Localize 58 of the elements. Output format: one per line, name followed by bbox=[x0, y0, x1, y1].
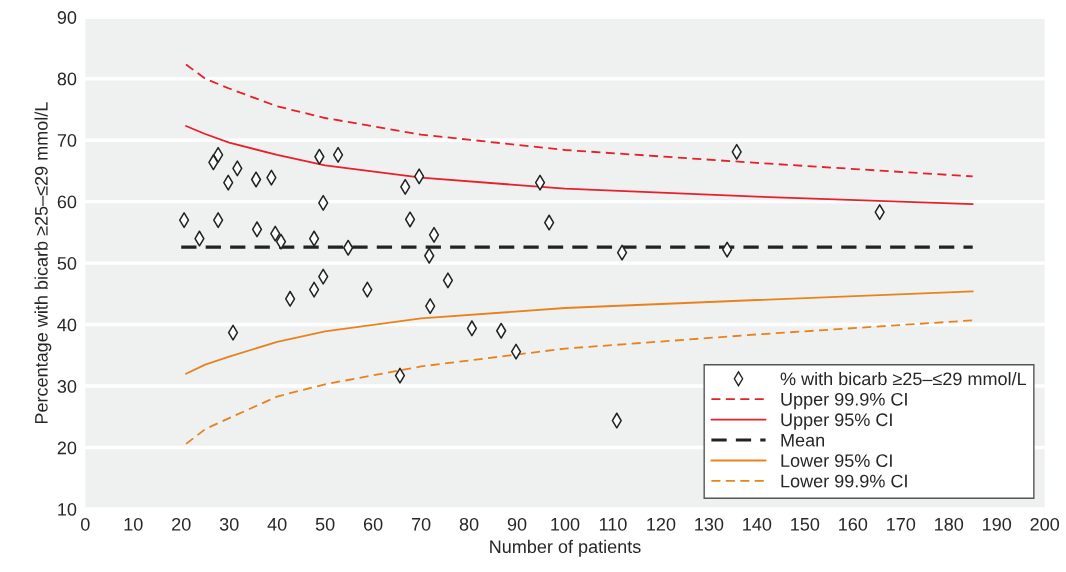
point bbox=[394, 367, 406, 384]
x-tick-label: 160 bbox=[839, 517, 868, 531]
point bbox=[332, 146, 344, 163]
point bbox=[308, 230, 320, 247]
point bbox=[466, 320, 478, 337]
point bbox=[534, 174, 546, 191]
x-tick-label: 10 bbox=[124, 517, 143, 531]
x-tick-label: 30 bbox=[219, 517, 239, 531]
x-tick-label: 180 bbox=[935, 517, 964, 531]
y-tick-label: 90 bbox=[57, 11, 77, 24]
x-tick-label: 40 bbox=[267, 517, 287, 531]
point bbox=[721, 241, 733, 258]
point bbox=[308, 281, 320, 298]
point bbox=[442, 272, 454, 289]
legend-label: Lower 99.9% CI bbox=[781, 474, 907, 488]
y-tick-label: 50 bbox=[57, 257, 77, 270]
x-tick-label: 190 bbox=[983, 517, 1012, 531]
point bbox=[510, 343, 522, 360]
point bbox=[428, 226, 440, 243]
x-tick-label: 120 bbox=[647, 517, 676, 531]
y-tick-label: 10 bbox=[58, 503, 77, 516]
x-tick-label: 20 bbox=[172, 517, 191, 531]
point bbox=[178, 212, 190, 229]
x-tick-label: 60 bbox=[363, 517, 383, 531]
x-tick-label: 170 bbox=[887, 517, 916, 531]
legend-label: Upper 99.9% CI bbox=[781, 392, 907, 410]
line-series bbox=[185, 125, 974, 205]
x-tick-label: 110 bbox=[599, 517, 627, 531]
y-tick-label: 40 bbox=[57, 318, 77, 332]
point bbox=[284, 290, 296, 307]
legend-label: Mean bbox=[781, 433, 824, 447]
point bbox=[250, 171, 262, 188]
point bbox=[251, 221, 263, 238]
y-axis-title: Percentage with bicarb ≥25–≤29 mmol/L bbox=[34, 102, 52, 424]
x-tick-label: 130 bbox=[695, 517, 724, 531]
x-tick-label: 50 bbox=[315, 517, 335, 531]
y-tick-label: 30 bbox=[57, 380, 77, 393]
y-tick-label: 60 bbox=[57, 195, 77, 209]
x-tick-label: 0 bbox=[80, 517, 90, 531]
point bbox=[404, 211, 416, 228]
x-tick-label: 150 bbox=[791, 517, 820, 531]
point bbox=[227, 324, 239, 341]
x-axis-title: Number of patients bbox=[490, 539, 641, 557]
x-tick-label: 80 bbox=[459, 517, 479, 531]
y-tick-label: 70 bbox=[57, 134, 77, 147]
x-tick-label: 200 bbox=[1030, 517, 1060, 531]
legend-label: Upper 95% CI bbox=[781, 413, 892, 430]
legend-label: Lower 95% CI bbox=[781, 454, 892, 468]
y-tick-label: 80 bbox=[57, 72, 77, 86]
x-tick-label: 70 bbox=[411, 517, 431, 531]
point bbox=[616, 244, 628, 261]
x-tick-label: 90 bbox=[507, 517, 527, 531]
y-tick-label: 20 bbox=[57, 441, 77, 455]
point bbox=[275, 233, 287, 250]
line-series bbox=[185, 63, 974, 178]
x-tick-label: 100 bbox=[551, 517, 580, 531]
legend-label: % with bicarb ≥25–≤29 mmol/L bbox=[780, 371, 1027, 386]
x-tick-label: 140 bbox=[743, 517, 772, 531]
